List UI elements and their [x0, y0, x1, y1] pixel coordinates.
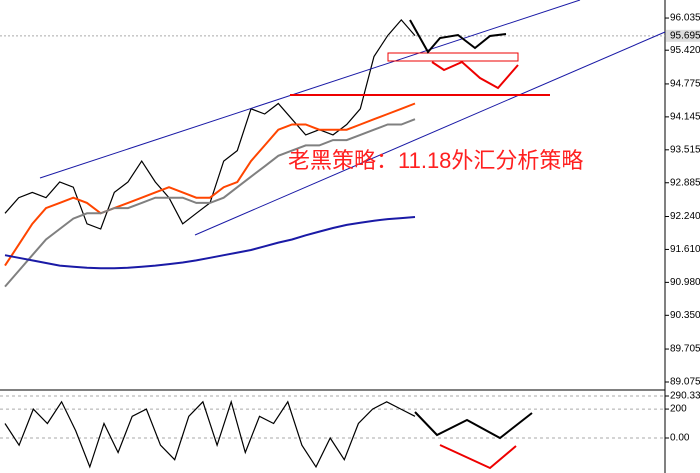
y-tick-label: 96.035 — [670, 13, 700, 24]
trend-line — [39, 0, 581, 179]
annotation: 老黑策略：11.18外汇分析策略 — [288, 148, 583, 173]
y-tick-label: 91.610 — [670, 244, 700, 255]
y-tick-label: 89.705 — [670, 344, 700, 355]
y-tick-label: 200 — [670, 404, 687, 415]
y-tick-label: 90.980 — [670, 277, 700, 288]
y-tick-label: 290.334 — [670, 391, 700, 402]
y-tick-label: 90.350 — [670, 310, 700, 321]
last-price-tag — [666, 29, 700, 42]
forecast-arrow — [414, 411, 533, 440]
series-line — [4, 102, 416, 267]
series-line — [4, 216, 416, 270]
y-tick-label: 89.075 — [670, 377, 700, 388]
y-tick-label: 93.515 — [670, 144, 700, 155]
last-price-label: 95.695 — [670, 30, 700, 41]
y-tick-label: 0.00 — [670, 433, 690, 444]
forecast-arrow — [431, 60, 519, 90]
forecast-arrow — [439, 444, 517, 470]
y-tick-label: 94.775 — [670, 79, 700, 90]
series-line — [4, 399, 416, 469]
trend-line — [194, 31, 666, 236]
forecast-arrow — [409, 19, 507, 54]
y-tick-label: 94.145 — [670, 112, 700, 123]
y-tick-label: 95.420 — [670, 45, 700, 56]
y-tick-label: 92.885 — [670, 177, 700, 188]
y-tick-label: 92.240 — [670, 211, 700, 222]
zone-box — [387, 52, 519, 62]
series-line — [4, 118, 416, 288]
